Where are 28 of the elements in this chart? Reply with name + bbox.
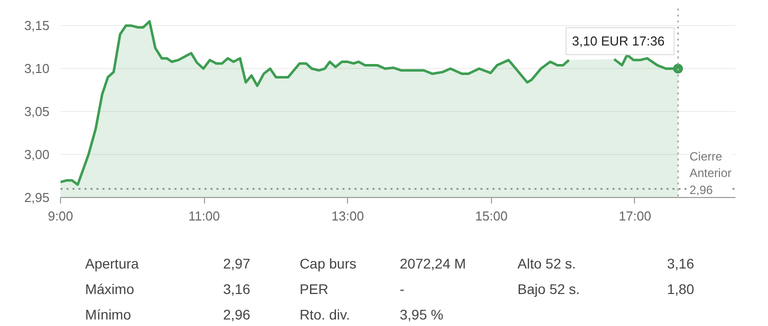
x-tick-label: 17:00	[618, 208, 652, 224]
y-tick-label: 3,10	[24, 61, 50, 76]
text: 3,16	[666, 256, 694, 272]
annotation: 3,10 EUR 17:36	[572, 34, 665, 49]
text: 1,80	[666, 281, 694, 297]
ref-line-label: Cierre Anterior 2,96	[690, 149, 732, 197]
text: Máximo	[85, 281, 134, 297]
text: 3,95 %	[400, 306, 444, 322]
text: Bajo 52 s.	[518, 281, 580, 297]
text: -	[400, 281, 405, 297]
text: 2072,24 M	[400, 256, 466, 272]
x-tick-label: 15:00	[475, 208, 508, 224]
text: Cap burs	[300, 256, 356, 272]
text: 2,96	[223, 306, 251, 322]
x-tick-label: 13:00	[331, 208, 364, 224]
text: 3,16	[223, 281, 251, 297]
text: Mínimo	[85, 306, 132, 322]
y-tick-label: 3,00	[24, 147, 50, 162]
text: PER	[300, 281, 328, 297]
y-tick-label: 2,95	[24, 190, 50, 205]
text: 2,97	[223, 256, 251, 272]
y-tick-label: 3,05	[24, 104, 50, 120]
text: Rto. div.	[300, 306, 350, 322]
x-tick-label: 11:00	[188, 208, 220, 224]
text: Alto 52 s.	[518, 256, 576, 272]
text: Apertura	[85, 256, 140, 272]
x-tick-label: 9:00	[48, 208, 74, 224]
y-tick-label: 3,15	[24, 18, 50, 34]
